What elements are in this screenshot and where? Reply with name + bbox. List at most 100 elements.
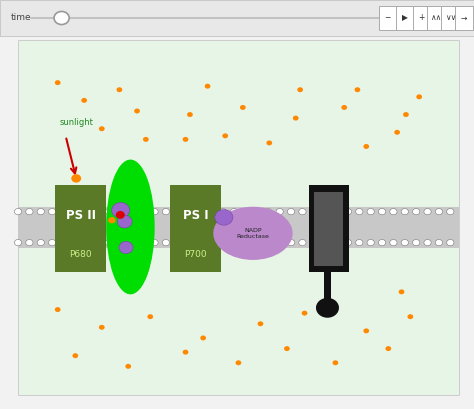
Circle shape [125, 364, 131, 369]
Circle shape [215, 209, 233, 225]
Circle shape [390, 240, 397, 246]
Circle shape [378, 209, 386, 215]
Circle shape [147, 314, 153, 319]
Circle shape [81, 98, 87, 103]
Circle shape [257, 321, 264, 326]
Circle shape [394, 130, 400, 135]
Text: −: − [384, 13, 391, 22]
Circle shape [26, 209, 33, 215]
Circle shape [14, 209, 22, 215]
Circle shape [276, 209, 283, 215]
Circle shape [196, 240, 204, 246]
Circle shape [14, 240, 22, 246]
Circle shape [333, 360, 338, 365]
Text: NADP
Reductase: NADP Reductase [237, 228, 269, 239]
Circle shape [55, 80, 61, 85]
Circle shape [333, 209, 340, 215]
Circle shape [134, 108, 140, 113]
Text: sunlight: sunlight [60, 118, 94, 127]
FancyBboxPatch shape [455, 6, 473, 30]
Text: PS II: PS II [66, 209, 96, 222]
Circle shape [82, 209, 90, 215]
Circle shape [287, 240, 295, 246]
Circle shape [208, 209, 215, 215]
Circle shape [242, 209, 249, 215]
FancyBboxPatch shape [396, 6, 414, 30]
Circle shape [424, 209, 431, 215]
Circle shape [71, 209, 79, 215]
Circle shape [128, 240, 136, 246]
Text: ∨∨: ∨∨ [445, 13, 456, 22]
Bar [170, 185, 221, 272]
Circle shape [344, 209, 352, 215]
Circle shape [424, 240, 431, 246]
Circle shape [48, 209, 56, 215]
Circle shape [173, 209, 181, 215]
Circle shape [264, 209, 272, 215]
Circle shape [364, 144, 369, 149]
Circle shape [435, 209, 443, 215]
Circle shape [60, 209, 67, 215]
Circle shape [297, 87, 303, 92]
Circle shape [185, 209, 192, 215]
Circle shape [54, 11, 69, 25]
Circle shape [112, 202, 130, 218]
Circle shape [447, 209, 454, 215]
Circle shape [299, 240, 306, 246]
Circle shape [37, 209, 45, 215]
Circle shape [276, 240, 283, 246]
Circle shape [105, 240, 113, 246]
Circle shape [196, 209, 204, 215]
Circle shape [355, 87, 360, 92]
Circle shape [356, 240, 363, 246]
Circle shape [99, 126, 105, 131]
Text: time: time [10, 13, 31, 22]
Bar [55, 185, 106, 272]
Text: +: + [419, 13, 425, 22]
Circle shape [367, 209, 374, 215]
Circle shape [301, 311, 308, 316]
Circle shape [240, 105, 246, 110]
Bar [18, 207, 459, 247]
Bar [314, 192, 343, 266]
Circle shape [385, 346, 391, 351]
Bar [18, 40, 459, 395]
Circle shape [116, 211, 125, 219]
Circle shape [333, 240, 340, 246]
Circle shape [94, 209, 101, 215]
Circle shape [253, 240, 261, 246]
FancyBboxPatch shape [427, 6, 445, 30]
FancyBboxPatch shape [441, 6, 459, 30]
Circle shape [162, 240, 170, 246]
Circle shape [48, 240, 56, 246]
Circle shape [344, 240, 352, 246]
Circle shape [26, 240, 33, 246]
Circle shape [266, 140, 272, 145]
Circle shape [293, 116, 299, 121]
Circle shape [151, 209, 158, 215]
Circle shape [73, 353, 78, 358]
Circle shape [356, 209, 363, 215]
Circle shape [284, 346, 290, 351]
Circle shape [173, 240, 181, 246]
FancyBboxPatch shape [379, 6, 397, 30]
FancyBboxPatch shape [413, 6, 431, 30]
Circle shape [367, 240, 374, 246]
Circle shape [242, 240, 249, 246]
Bar [309, 185, 349, 272]
Ellipse shape [213, 207, 292, 260]
Circle shape [182, 350, 188, 355]
Circle shape [60, 240, 67, 246]
Circle shape [162, 209, 170, 215]
Circle shape [412, 240, 420, 246]
Circle shape [94, 240, 101, 246]
Circle shape [264, 240, 272, 246]
Circle shape [182, 137, 188, 142]
Circle shape [447, 240, 454, 246]
Circle shape [316, 298, 339, 318]
Circle shape [55, 307, 61, 312]
Circle shape [185, 240, 192, 246]
Circle shape [401, 240, 409, 246]
Circle shape [416, 94, 422, 99]
Circle shape [399, 290, 404, 294]
